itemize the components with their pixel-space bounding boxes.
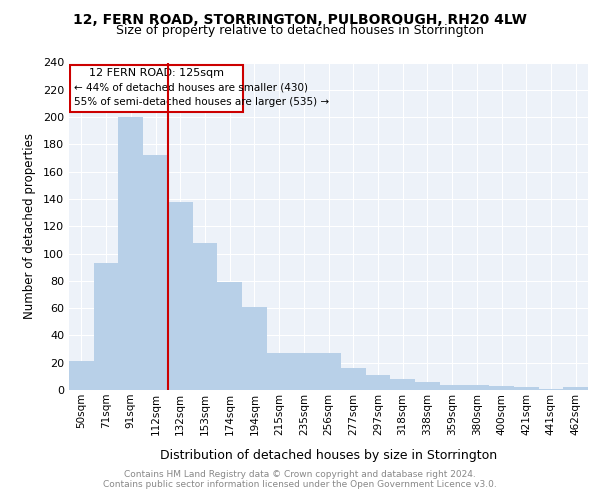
Text: 12 FERN ROAD: 125sqm: 12 FERN ROAD: 125sqm bbox=[89, 68, 224, 78]
Bar bbox=[514, 388, 539, 390]
Bar bbox=[267, 353, 292, 390]
Text: 12, FERN ROAD, STORRINGTON, PULBOROUGH, RH20 4LW: 12, FERN ROAD, STORRINGTON, PULBOROUGH, … bbox=[73, 12, 527, 26]
Text: 55% of semi-detached houses are larger (535) →: 55% of semi-detached houses are larger (… bbox=[74, 96, 329, 106]
Bar bbox=[242, 307, 267, 390]
Bar bbox=[316, 353, 341, 390]
Bar bbox=[440, 384, 464, 390]
Bar bbox=[143, 156, 168, 390]
Bar bbox=[415, 382, 440, 390]
Bar bbox=[193, 242, 217, 390]
Bar bbox=[118, 117, 143, 390]
Bar bbox=[217, 282, 242, 390]
Bar bbox=[539, 388, 563, 390]
Text: Contains HM Land Registry data © Crown copyright and database right 2024.
Contai: Contains HM Land Registry data © Crown c… bbox=[103, 470, 497, 489]
Bar bbox=[292, 353, 316, 390]
Y-axis label: Number of detached properties: Number of detached properties bbox=[23, 133, 36, 320]
Bar bbox=[168, 202, 193, 390]
Text: Size of property relative to detached houses in Storrington: Size of property relative to detached ho… bbox=[116, 24, 484, 37]
Bar bbox=[94, 263, 118, 390]
Bar bbox=[390, 379, 415, 390]
Bar bbox=[489, 386, 514, 390]
FancyBboxPatch shape bbox=[70, 65, 243, 112]
Bar bbox=[365, 375, 390, 390]
Bar bbox=[464, 384, 489, 390]
X-axis label: Distribution of detached houses by size in Storrington: Distribution of detached houses by size … bbox=[160, 449, 497, 462]
Bar bbox=[341, 368, 365, 390]
Text: ← 44% of detached houses are smaller (430): ← 44% of detached houses are smaller (43… bbox=[74, 83, 308, 93]
Bar bbox=[69, 362, 94, 390]
Bar bbox=[563, 388, 588, 390]
